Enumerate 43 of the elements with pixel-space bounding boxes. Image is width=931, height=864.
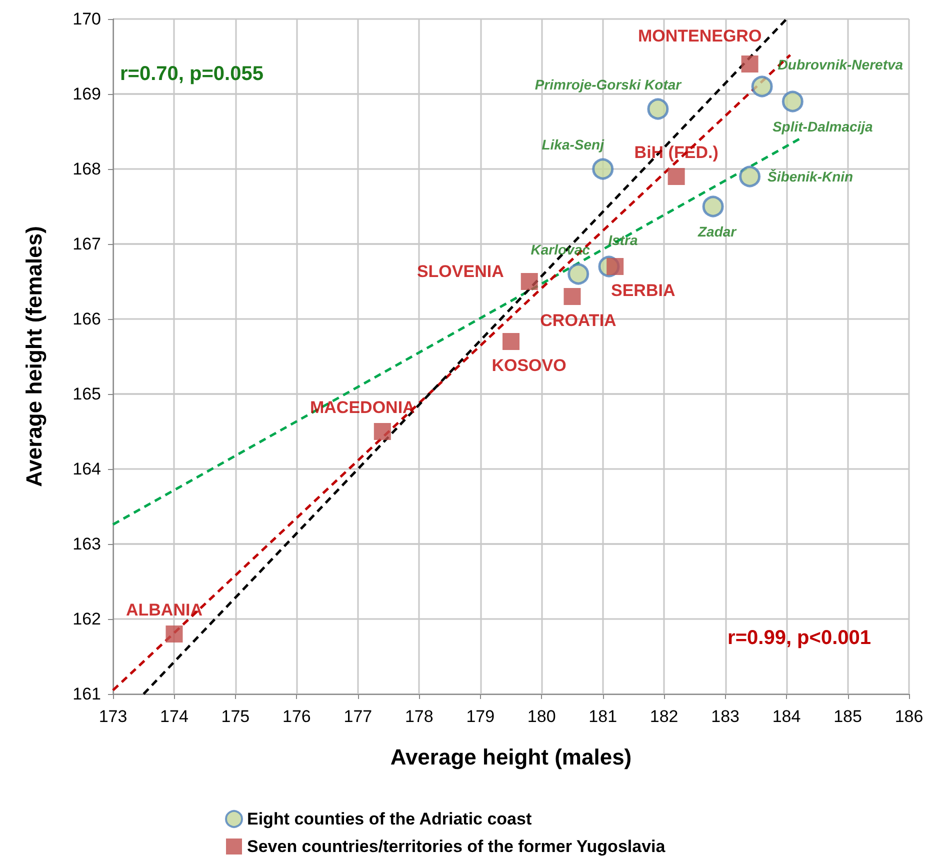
y-tick-label: 168 — [72, 160, 101, 178]
x-tick-label: 174 — [160, 707, 188, 726]
data-label: SERBIA — [610, 281, 676, 300]
y-tick-label: 163 — [72, 534, 101, 554]
x-tick-label: 176 — [282, 707, 311, 726]
y-tick-label: 167 — [72, 234, 101, 254]
data-label: KOSOVO — [492, 356, 566, 375]
x-tick-label: 186 — [894, 707, 924, 726]
x-tick-label: 184 — [772, 707, 801, 726]
data-label: ALBANIA — [126, 600, 202, 620]
data-label: Zadar — [697, 223, 738, 240]
x-axis-title: Average height (males) — [390, 744, 632, 770]
data-label: SLOVENIA — [416, 262, 504, 281]
x-tick-label: 182 — [650, 707, 678, 726]
y-tick-label: 161 — [72, 684, 101, 704]
y-tick-label: 164 — [72, 460, 101, 478]
x-tick-label: 179 — [466, 707, 495, 726]
x-tick-label: 177 — [344, 707, 372, 726]
data-label: Šibenik-Knin — [768, 168, 854, 184]
y-tick-label: 170 — [72, 10, 101, 28]
x-tick-label: 180 — [527, 707, 556, 726]
x-tick-label: 175 — [221, 707, 250, 726]
annotation: r=0.99, p<0.001 — [728, 627, 872, 649]
y-tick-label: 165 — [72, 384, 101, 404]
data-label: Split-Dalmacija — [772, 118, 874, 134]
data-label: CROATIA — [540, 311, 616, 330]
y-tick-label: 169 — [72, 84, 101, 104]
x-tick-label: 181 — [588, 707, 618, 726]
x-tick-label: 183 — [711, 707, 740, 726]
legend-label: Eight counties of the Adriatic coast — [247, 810, 532, 828]
data-label: MONTENEGRO — [638, 26, 762, 46]
y-tick-label: 166 — [72, 310, 101, 328]
data-label: Lika-Senj — [542, 136, 606, 152]
annotation: r=0.70, p=0.055 — [120, 63, 264, 85]
data-label: Dubrovnik-Neretva — [778, 56, 904, 72]
x-tick-label: 185 — [834, 707, 862, 726]
legend-label: Seven countries/territories of the former Yugoslavia — [247, 837, 666, 856]
data-label: BiH (FED.) — [634, 143, 718, 162]
y-tick-label: 162 — [72, 610, 101, 628]
data-label: Primroje-Gorski Kotar — [534, 76, 683, 92]
x-tick-label: 173 — [98, 707, 128, 726]
y-axis-title: Average height (females) — [22, 226, 46, 487]
x-tick-label: 178 — [404, 707, 434, 726]
